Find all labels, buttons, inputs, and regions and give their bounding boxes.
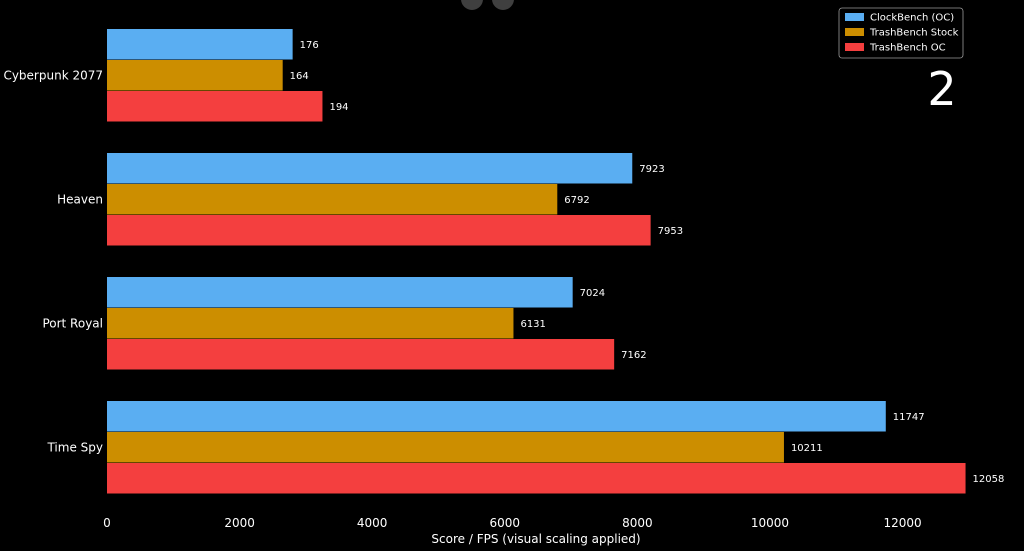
- x-tick-label: 8000: [622, 516, 653, 530]
- legend-label: TrashBench Stock: [869, 28, 959, 39]
- bar-value-label: 7953: [658, 226, 683, 237]
- x-tick-label: 12000: [883, 516, 921, 530]
- overlay-number: 2: [927, 62, 956, 116]
- bar-value-label: 6792: [564, 195, 589, 206]
- bar-value-label: 10211: [791, 443, 823, 454]
- bar-trashbench-stock: [107, 184, 558, 215]
- x-axis: 0 2000 4000 6000 8000 10000 12000: [103, 516, 921, 530]
- bar-clockbench-oc: [107, 277, 573, 308]
- top-decoration-dot: [492, 0, 514, 10]
- bar-clockbench-oc: [107, 153, 633, 184]
- category-label: Cyberpunk 2077: [3, 69, 103, 83]
- bar-clockbench-oc: [107, 29, 293, 60]
- bar-value-label: 194: [329, 102, 348, 113]
- bar-value-label: 6131: [520, 319, 545, 330]
- x-tick-label: 6000: [490, 516, 521, 530]
- bar-clockbench-oc: [107, 401, 886, 432]
- x-tick-label: 10000: [751, 516, 789, 530]
- bar-value-label: 7923: [639, 164, 664, 175]
- bar-value-label: 12058: [973, 474, 1005, 485]
- x-tick-label: 0: [103, 516, 111, 530]
- bar-value-label: 7162: [621, 350, 646, 361]
- category-label: Time Spy: [46, 441, 103, 455]
- bar-trashbench-oc: [107, 91, 323, 122]
- legend-label: TrashBench OC: [869, 43, 946, 54]
- legend-swatch: [845, 13, 864, 21]
- legend-swatch: [845, 28, 864, 36]
- bar-value-label: 176: [300, 40, 319, 51]
- legend-label: ClockBench (OC): [870, 13, 954, 24]
- bar-trashbench-oc: [107, 339, 615, 370]
- top-decoration-dot: [461, 0, 483, 10]
- x-tick-label: 2000: [224, 516, 255, 530]
- bar-trashbench-oc: [107, 463, 966, 494]
- bar-value-label: 164: [290, 71, 309, 82]
- bar-trashbench-stock: [107, 432, 784, 463]
- bar-trashbench-oc: [107, 215, 651, 246]
- bar-trashbench-stock: [107, 60, 283, 91]
- category-label: Heaven: [57, 193, 103, 207]
- legend-swatch: [845, 43, 864, 51]
- bars-group: [107, 29, 966, 494]
- legend-box: [838, 7, 964, 59]
- x-tick-label: 4000: [357, 516, 388, 530]
- legend: ClockBench (OC) TrashBench Stock TrashBenc…: [838, 7, 964, 59]
- labels-group: 176 164 194 Cyberpunk 2077 7923 6792 7953 Heave…: [3, 40, 1004, 485]
- bar-trashbench-stock: [107, 308, 514, 339]
- category-label: Port Royal: [42, 317, 103, 331]
- x-axis-title: Score / FPS (visual scaling applied): [431, 532, 640, 546]
- bar-value-label: 11747: [893, 412, 925, 423]
- bar-value-label: 7024: [580, 288, 605, 299]
